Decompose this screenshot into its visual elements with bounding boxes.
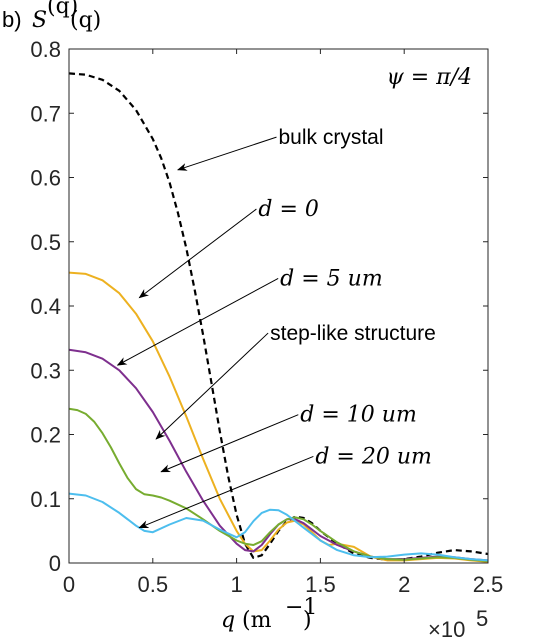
x-axis-label: q (m −1 ) — [221, 595, 317, 633]
svg-text:(q): (q) — [70, 8, 101, 33]
series-line-4 — [68, 407, 489, 563]
svg-text:×10: ×10 — [428, 617, 465, 642]
annotation-label: d = 10 um — [300, 403, 417, 428]
y-tick-label: 0 — [49, 551, 61, 576]
curves-layer — [68, 72, 489, 563]
annotation-arrow — [116, 278, 279, 366]
annotation-arrow — [138, 208, 257, 299]
x-tick-label: 0.5 — [138, 572, 169, 597]
svg-text:(m: (m — [242, 608, 272, 633]
y-tick-label: 0.2 — [30, 423, 61, 448]
y-tick-label: 0.5 — [30, 230, 61, 255]
y-tick-label: 0.1 — [30, 487, 61, 512]
svg-text:−1: −1 — [285, 595, 317, 620]
svg-text:q: q — [221, 608, 235, 633]
svg-text:(q): (q) — [47, 0, 78, 19]
panel-label: b) — [2, 7, 22, 32]
x-tick-label: 1.5 — [305, 572, 336, 597]
chart-title: S (q) (q) — [32, 0, 101, 33]
axes-layer: 0 0.5 1 1.5 2 2.5 0 0.1 0.2 0.3 0.4 0.5 0.6 0.7 0.8 — [30, 37, 503, 597]
annotation-label: step-like structure — [270, 322, 436, 345]
x-tick-label: 2 — [398, 572, 410, 597]
annotation-label: d = 20 um — [315, 444, 432, 469]
y-tick-label: 0.4 — [30, 294, 61, 319]
annotation-arrow — [155, 332, 269, 440]
svg-text:): ) — [303, 608, 312, 633]
annotations-layer: bulk crystal d = 0 d = 5 um step-like struc… — [116, 126, 436, 529]
svg-text:5: 5 — [476, 606, 488, 631]
x-tick-label: 0 — [63, 572, 75, 597]
annotation-label: d = 5 um — [280, 266, 383, 291]
x-tick-label: 2.5 — [473, 572, 504, 597]
svg-text:S: S — [32, 8, 47, 33]
y-tick-label: 0.7 — [30, 101, 61, 126]
annotation-arrow — [160, 414, 299, 473]
series-line-2 — [68, 271, 489, 563]
x-tick-label: 1 — [230, 572, 242, 597]
annotation-arrow — [138, 455, 314, 529]
y-tick-label: 0.6 — [30, 166, 61, 191]
annotation-label: bulk crystal — [279, 126, 384, 149]
x-multiplier: ×10 5 — [428, 606, 488, 642]
annotation-label: d = 0 — [258, 197, 319, 222]
y-tick-label: 0.3 — [30, 358, 61, 383]
series-line-5 — [68, 492, 489, 562]
annotation-arrow — [176, 136, 277, 171]
y-tick-label: 0.8 — [30, 37, 61, 62]
parameter-label: ψ = π/4 — [386, 65, 472, 90]
